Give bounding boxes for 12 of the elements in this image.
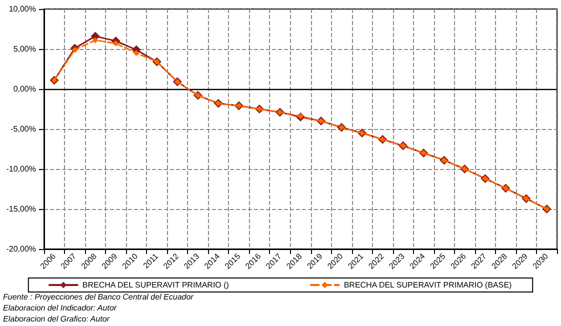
y-tick-label: -20,00% [6,244,36,254]
legend-label: BRECHA DEL SUPERAVIT PRIMARIO () [82,280,230,290]
y-tick-label: -15,00% [6,204,36,214]
y-tick-label: -10,00% [6,164,36,174]
y-tick-label: 0,00% [13,84,36,94]
y-tick-label: 5,00% [13,44,36,54]
y-tick-label: 10,00% [8,4,36,14]
y-tick-label: -5,00% [10,124,36,134]
source-note: Fuente : Proyecciones del Banco Central del Ecuador [3,292,194,302]
legend-label: BRECHA DEL SUPERAVIT PRIMARIO (BASE) [344,280,512,290]
text: Elaboracion del Indicador: Autor [3,304,117,312]
text: Elaboracion del Grafico: Autor [3,314,110,324]
